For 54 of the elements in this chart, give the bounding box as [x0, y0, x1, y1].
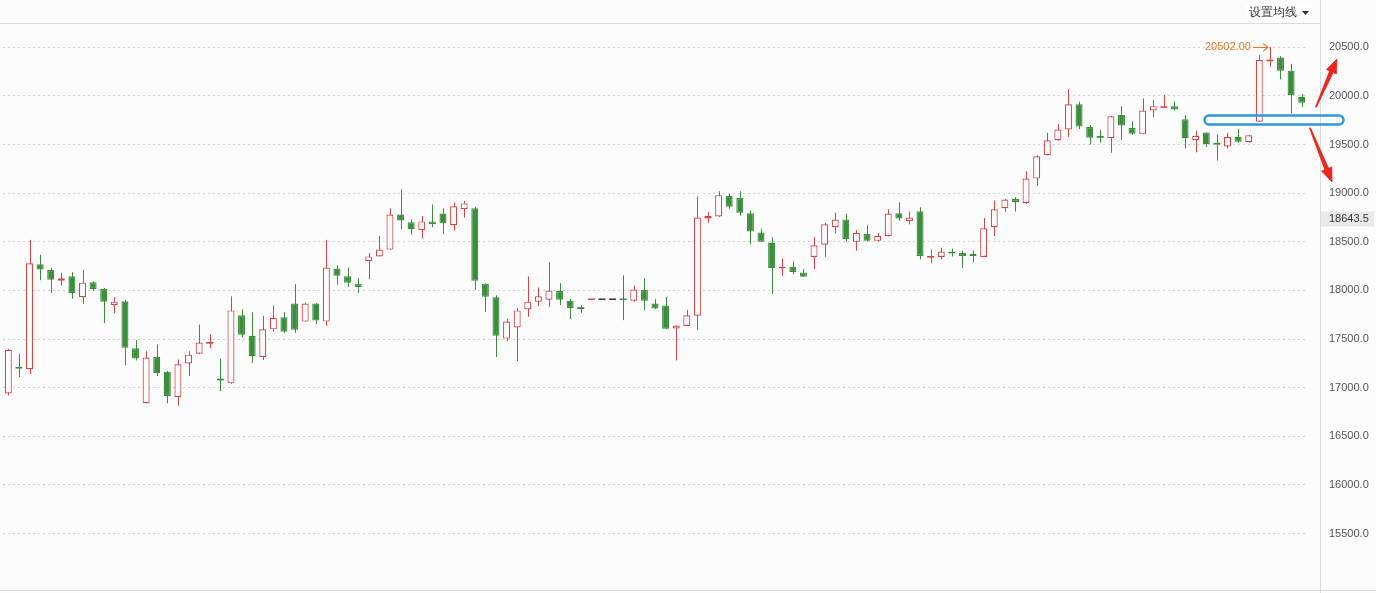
candlestick [163, 370, 171, 404]
y-tick-label: 19500.0 [1329, 137, 1369, 150]
annotation: 20502.00 [1205, 40, 1251, 53]
y-tick-label: 18500.0 [1329, 234, 1369, 247]
candlestick [100, 287, 108, 324]
candlestick [450, 201, 458, 232]
candlestick [1192, 129, 1200, 153]
y-tick-label: 17000.0 [1329, 380, 1369, 393]
candlestick [810, 236, 818, 270]
candlestick [534, 287, 542, 307]
candlestick [269, 305, 277, 333]
y-tick-label: 18000.0 [1329, 283, 1369, 296]
text: 设置均线 [1249, 5, 1297, 20]
candlestick [418, 215, 426, 239]
candlestick [768, 236, 776, 295]
candlestick [1086, 124, 1094, 146]
candlestick [185, 350, 193, 377]
candlestick [884, 208, 892, 237]
y-tick-label: 20500.0 [1329, 40, 1369, 53]
y-tick-label: 20000.0 [1329, 88, 1369, 101]
candlestick [132, 339, 140, 361]
candlestick [47, 267, 55, 294]
candlestick [746, 209, 754, 245]
candlestick [715, 190, 723, 218]
candlestick [153, 343, 161, 377]
candlestick [821, 222, 829, 258]
y-tick-label: 15500.0 [1329, 526, 1369, 539]
candlestick [333, 264, 341, 286]
candlestick [524, 275, 532, 318]
candlestick [1277, 55, 1284, 80]
y-tick-label: 17500.0 [1329, 332, 1369, 345]
candlestick [280, 311, 288, 334]
y-tick-label: 16500.0 [1329, 429, 1369, 442]
candlestick [1139, 97, 1147, 135]
text: 18643.5 [1329, 212, 1369, 225]
candlestick [481, 282, 489, 313]
candlestick [238, 308, 246, 338]
candlestick [312, 302, 320, 325]
candlestick [503, 318, 511, 342]
y-tick-label: 16000.0 [1329, 478, 1369, 490]
candlestick [990, 199, 998, 237]
candlestick [397, 188, 405, 230]
candlestick [662, 296, 670, 330]
candlestick [1117, 105, 1125, 141]
y-tick-label: 19000.0 [1329, 186, 1369, 199]
candlestick [640, 277, 648, 311]
candlestick [1064, 88, 1072, 138]
candlestick [831, 212, 839, 235]
candlestick [291, 283, 299, 334]
candlestick [556, 282, 564, 306]
candlestick [365, 252, 373, 280]
candlestick [1033, 154, 1041, 187]
candlestick [852, 229, 860, 252]
candlestick [79, 269, 87, 305]
